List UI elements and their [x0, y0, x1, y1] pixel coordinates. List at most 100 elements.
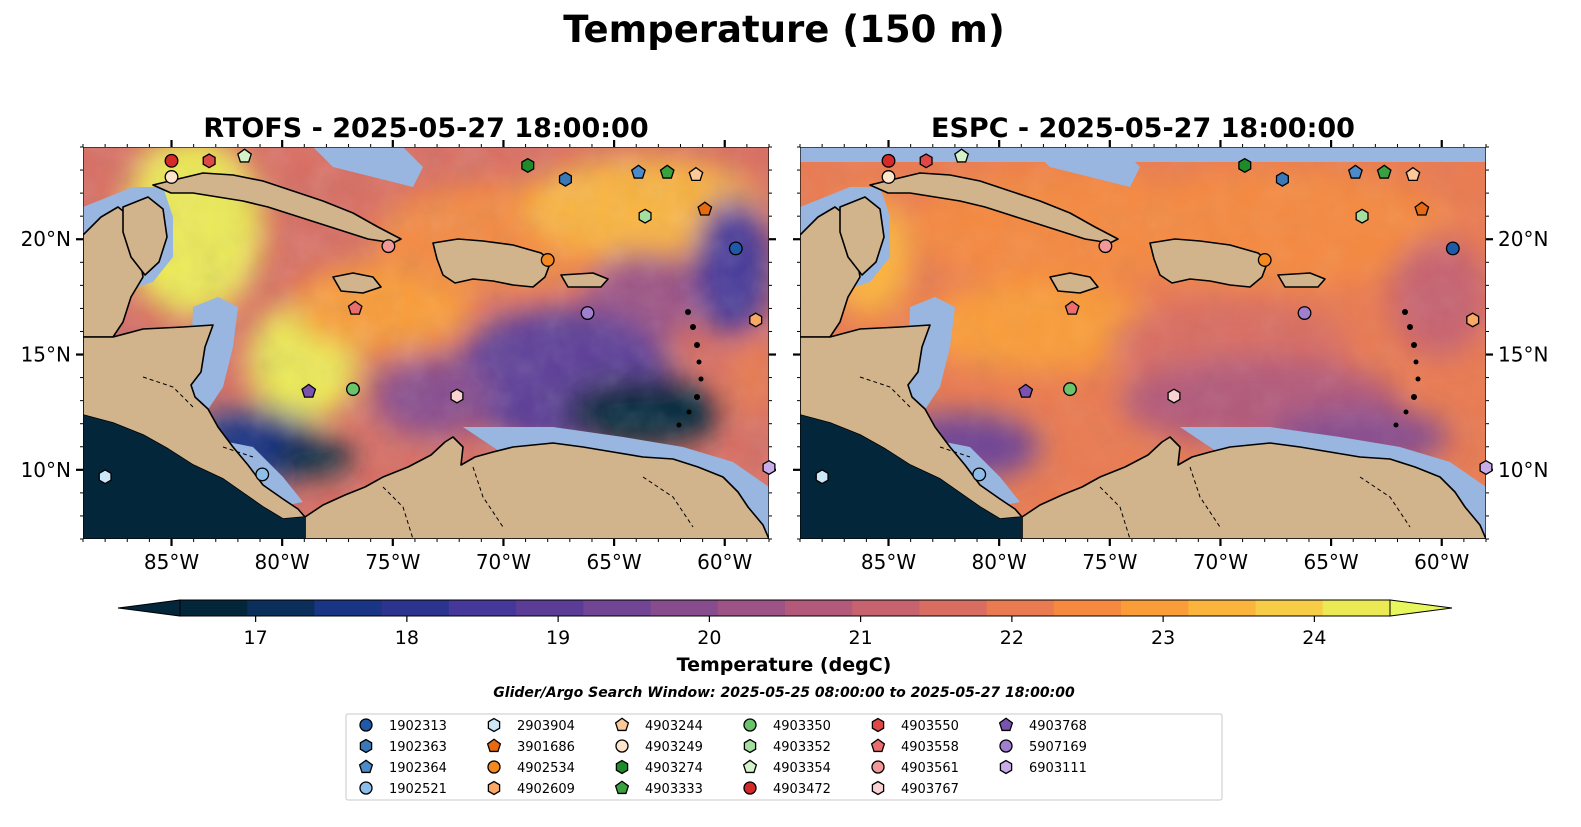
legend-item-4902534: 4902534 — [487, 760, 575, 776]
legend-label: 4903768 — [1029, 719, 1087, 734]
legend-item-2903904: 2903904 — [487, 717, 575, 734]
legend-item-1902313: 1902313 — [359, 718, 447, 734]
colorbar-tick-label: 22 — [1000, 627, 1024, 649]
map-panel-espc — [800, 147, 1486, 539]
legend-label: 3901686 — [517, 740, 575, 755]
panel-title-rtofs: RTOFS - 2025-05-27 18:00:00 — [203, 113, 648, 144]
legend-label: 1902313 — [389, 719, 447, 734]
legend-label: 4903352 — [773, 740, 831, 755]
colorbar-bin — [247, 600, 316, 616]
float-marker-1902313 — [728, 241, 743, 256]
float-marker-3901686 — [697, 201, 713, 216]
colorbar-tick-label: 17 — [244, 627, 268, 649]
legend-item-4903333: 4903333 — [614, 780, 703, 797]
legend-item-4903274: 4903274 — [615, 759, 703, 776]
float-marker-1902364 — [630, 164, 646, 179]
legend-item-4903561: 4903561 — [871, 760, 959, 776]
legend-item-4903472: 4903472 — [743, 781, 831, 797]
legend-item-5907169: 5907169 — [999, 739, 1087, 755]
colorbar-bin — [650, 600, 719, 616]
legend-marker-4903350 — [743, 718, 757, 732]
colorbar-bin — [516, 600, 584, 616]
float-marker-4903274 — [521, 157, 535, 174]
float-marker-4903767 — [1167, 388, 1181, 404]
float-marker-1902363 — [1275, 171, 1289, 187]
legend-label: 4903550 — [901, 719, 959, 734]
float-marker-5907169 — [1297, 306, 1312, 320]
float-marker-4903558 — [1064, 300, 1080, 315]
legend-item-4903767: 4903767 — [871, 780, 959, 797]
legend-item-1902364: 1902364 — [358, 759, 447, 776]
legend-marker-4903249 — [615, 739, 629, 753]
legend-label: 4903249 — [645, 740, 703, 755]
lat-tick-label: 15°N — [1498, 343, 1548, 367]
legend-label: 4903558 — [901, 740, 959, 755]
lon-tick-label: 60°W — [1414, 550, 1469, 574]
legend-marker-2903904 — [487, 717, 501, 733]
float-marker-4903352 — [1355, 208, 1369, 224]
colorbar-bin — [1053, 600, 1122, 616]
legend-marker-4903767 — [871, 780, 885, 796]
colorbar-bin — [180, 600, 248, 616]
float-marker-1902363 — [558, 171, 572, 187]
legend-label: 6903111 — [1029, 761, 1087, 776]
float-marker-4903249 — [881, 170, 896, 184]
legend-marker-4903768 — [998, 717, 1014, 732]
legend-marker-4903558 — [870, 738, 886, 753]
lat-tick-label: 10°N — [21, 458, 71, 482]
float-marker-1902521 — [255, 467, 270, 482]
legend-marker-5907169 — [999, 739, 1013, 753]
colorbar-under-extend — [117, 599, 181, 617]
legend-marker-4903274 — [615, 759, 629, 775]
legend: 1902313 1902363 1902364 1902521 2903904 39016… — [345, 713, 1223, 801]
legend-marker-4902534 — [487, 760, 501, 774]
legend-frame — [345, 713, 1223, 801]
float-marker-4903352 — [638, 208, 652, 224]
float-marker-4902534 — [1257, 253, 1272, 267]
legend-label: 4903354 — [773, 761, 831, 776]
legend-label: 4902534 — [517, 761, 575, 776]
lon-tick-label: 65°W — [1303, 550, 1358, 574]
colorbar-bin — [1188, 600, 1257, 616]
legend-label: 4903561 — [901, 761, 959, 776]
legend-label: 1902521 — [389, 782, 447, 797]
float-marker-6903111 — [762, 459, 776, 476]
legend-marker-6903111 — [999, 759, 1013, 775]
lon-tick-label: 65°W — [586, 550, 641, 574]
legend-item-4903354: 4903354 — [742, 759, 831, 776]
lon-tick-label: 70°W — [1193, 550, 1248, 574]
float-marker-4903550 — [919, 153, 933, 169]
float-marker-4902534 — [540, 253, 555, 267]
colorbar-bin — [717, 600, 786, 616]
float-marker-6903111 — [1479, 459, 1493, 476]
legend-marker-4903354 — [742, 759, 758, 774]
float-marker-4903274 — [1238, 157, 1252, 174]
float-marker-4903558 — [347, 300, 363, 315]
lon-tick-label: 75°W — [365, 550, 420, 574]
float-marker-4903333 — [1376, 164, 1392, 179]
colorbar-label: Temperature (degC) — [677, 654, 892, 676]
float-marker-4903561 — [1098, 239, 1113, 254]
float-marker-4903354 — [954, 148, 970, 163]
float-marker-4903244 — [1405, 166, 1421, 182]
float-marker-4903550 — [202, 153, 216, 169]
figure-title: Temperature (150 m) — [563, 8, 1005, 51]
float-marker-4903350 — [346, 382, 360, 397]
legend-item-4903352: 4903352 — [743, 738, 831, 755]
map-axes: 85°W 80°W 75°W 70°W 65°W 60°W 20°N 15°N 10°N 85°W… — [21, 140, 1548, 574]
colorbar-bin — [448, 600, 517, 616]
legend-label: 4903333 — [645, 782, 703, 797]
legend-label: 4903767 — [901, 782, 959, 797]
legend-label: 4903244 — [645, 719, 703, 734]
search-window-caption: Glider/Argo Search Window: 2025-05-25 08… — [493, 685, 1075, 701]
legend-marker-4903472 — [743, 781, 757, 795]
legend-label: 4903274 — [645, 761, 703, 776]
colorbar-bin — [1322, 600, 1391, 616]
lat-tick-label: 10°N — [1498, 458, 1548, 482]
legend-marker-4903550 — [871, 717, 885, 733]
float-marker-4903244 — [688, 166, 704, 182]
lesser-antilles-rtofs — [676, 309, 704, 428]
legend-label: 4902609 — [517, 782, 575, 797]
lat-tick-label: 20°N — [21, 227, 71, 251]
